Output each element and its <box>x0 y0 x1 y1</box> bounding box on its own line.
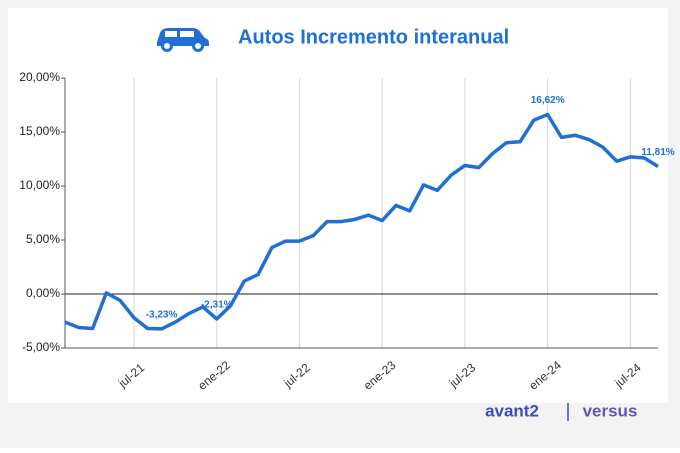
y-tick-label: 5,00% <box>26 232 60 246</box>
y-tick-label: 20,00% <box>19 70 60 84</box>
series-line <box>64 112 659 331</box>
car-icon <box>157 28 209 52</box>
logo: versus <box>583 401 638 420</box>
data-label: -3,23% <box>146 310 178 321</box>
y-tick-label: 10,00% <box>19 178 60 192</box>
data-label: 11,81% <box>641 147 674 158</box>
y-tick-label: 15,00% <box>19 124 60 138</box>
y-tick-label: 0,00% <box>26 286 60 300</box>
plot-area <box>65 78 658 348</box>
data-label: -2,31% <box>201 300 233 311</box>
y-tick-label: -5,00% <box>22 340 60 354</box>
chart-title: Autos Incremento interanual <box>238 26 509 48</box>
data-label: 16,62% <box>531 95 565 106</box>
logo: avant2 <box>485 401 539 420</box>
